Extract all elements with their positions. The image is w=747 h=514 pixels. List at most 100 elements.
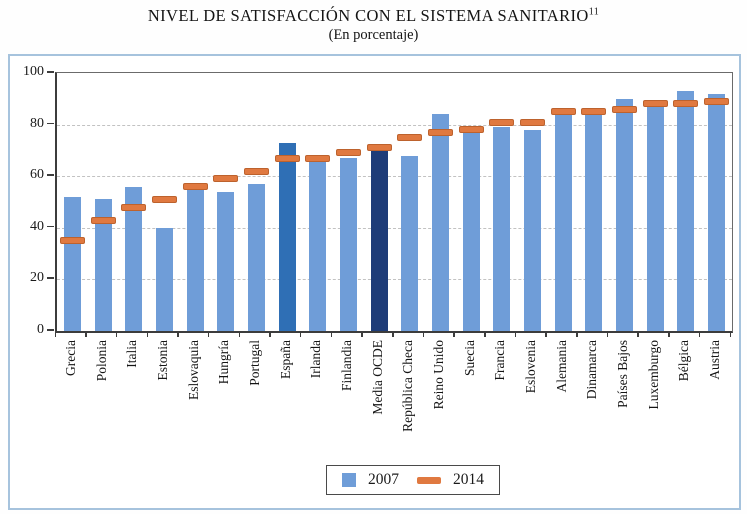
dash-2014-Hungría xyxy=(213,175,239,183)
bar-2007-Luxemburgo xyxy=(646,101,664,331)
dash-2014-Eslovenia xyxy=(520,118,546,126)
x-axis-tick xyxy=(207,331,210,337)
dash-2014-Bélgica xyxy=(673,100,699,108)
chart-title: NIVEL DE SATISFACCIÓN CON EL SISTEMA SAN… xyxy=(0,6,747,26)
chart-title-text: NIVEL DE SATISFACCIÓN CON EL SISTEMA SAN… xyxy=(147,6,589,25)
x-axis-label-Reino Unido: Reino Unido xyxy=(431,340,447,410)
dash-2014-Luxemburgo xyxy=(642,100,668,108)
x-axis-tick xyxy=(115,331,118,337)
x-axis-tick xyxy=(85,331,87,337)
x-axis-tick xyxy=(545,331,547,337)
legend-2014-label: 2014 xyxy=(453,471,484,488)
y-axis-tick-60 xyxy=(47,174,54,176)
chart-subtitle: (En porcentaje) xyxy=(328,27,419,43)
x-axis-tick xyxy=(146,331,149,337)
x-axis-label-Irlanda: Irlanda xyxy=(308,340,324,379)
x-axis-label-Estonia: Estonia xyxy=(154,340,170,381)
dash-2014-Francia xyxy=(489,118,515,126)
y-axis-tick-100 xyxy=(47,71,54,73)
bar-2007-Reino Unido xyxy=(432,114,450,331)
x-axis-tick xyxy=(177,331,179,337)
bar-2007-Eslovenia xyxy=(524,129,542,331)
x-axis-tick xyxy=(484,331,486,337)
x-axis-tick xyxy=(299,331,302,337)
dash-2014-Estonia xyxy=(151,195,177,203)
y-axis-label-40: 40 xyxy=(30,218,44,234)
x-axis-label-República Checa: República Checa xyxy=(400,340,416,432)
bar-2007-Austria xyxy=(708,93,726,331)
bar-2007-Francia xyxy=(493,127,511,331)
chart-frame: 0 20 40 60 80 100 Grecia Polonia Italia Estonia Es… xyxy=(8,54,741,510)
x-axis-tick xyxy=(514,331,517,337)
dash-2014-Suecia xyxy=(458,126,484,134)
dash-2014-Irlanda xyxy=(305,154,331,162)
legend-2007-label: 2007 xyxy=(368,471,399,488)
x-axis-tick xyxy=(729,331,731,337)
dash-2014-Grecia xyxy=(59,237,85,245)
x-axis-label-Alemania: Alemania xyxy=(553,340,569,393)
x-axis-label-Portugal: Portugal xyxy=(246,340,262,386)
dash-2014-Países Bajos xyxy=(612,105,638,113)
bar-2007-España xyxy=(278,142,296,331)
bar-2007-Portugal xyxy=(247,183,265,331)
x-axis-label-Eslovenia: Eslovenia xyxy=(523,340,539,394)
x-axis-label-Media OCDE: Media OCDE xyxy=(369,340,385,415)
x-axis-label-Dinamarca: Dinamarca xyxy=(584,340,600,400)
dash-2014-Eslovaquia xyxy=(182,183,208,191)
x-axis-label-Polonia: Polonia xyxy=(93,340,109,382)
x-axis-tick xyxy=(698,331,701,337)
dash-2014-Alemania xyxy=(550,108,576,116)
dash-2014-España xyxy=(274,154,300,162)
y-axis-label-80: 80 xyxy=(30,115,44,131)
bar-2007-Alemania xyxy=(554,109,572,331)
dash-2014-República Checa xyxy=(397,134,423,141)
x-axis-label-Grecia: Grecia xyxy=(62,340,78,376)
y-axis-label-60: 60 xyxy=(30,167,44,183)
dash-2014-Dinamarca xyxy=(581,108,607,116)
x-axis-tick xyxy=(576,331,578,337)
chart-title-footnote-ref: 11 xyxy=(588,6,600,18)
y-axis-tick-0 xyxy=(47,329,54,331)
bar-2007-Suecia xyxy=(462,129,480,331)
dash-2014-Reino Unido xyxy=(428,128,454,136)
x-axis-label-Eslovaquia: Eslovaquia xyxy=(185,340,201,400)
dash-2014-Italia xyxy=(121,203,147,211)
bar-2007-Países Bajos xyxy=(616,98,634,331)
bar-2007-República Checa xyxy=(401,155,419,331)
x-axis-label-Hungría: Hungría xyxy=(216,340,232,385)
x-axis-tick xyxy=(637,331,639,337)
dash-2014-Austria xyxy=(704,97,730,105)
x-axis-tick xyxy=(606,331,609,337)
gridline-80 xyxy=(57,124,732,126)
x-axis-tick xyxy=(330,331,333,337)
bar-2007-Bélgica xyxy=(677,91,695,331)
gridline-60 xyxy=(57,176,732,178)
dash-2014-Media OCDE xyxy=(366,144,392,152)
bar-2007-Grecia xyxy=(63,196,81,331)
x-axis-label-Austria: Austria xyxy=(707,340,723,380)
bar-2007-Estonia xyxy=(155,227,173,331)
dash-2014-Portugal xyxy=(243,167,269,175)
x-axis-tick xyxy=(361,331,363,337)
bar-2007-Media OCDE xyxy=(370,145,388,331)
x-axis-label-Francia: Francia xyxy=(492,340,508,381)
x-axis-tick xyxy=(422,331,425,337)
x-axis-label-Bélgica: Bélgica xyxy=(676,340,692,382)
x-axis-tick xyxy=(54,331,56,337)
y-axis-tick-80 xyxy=(47,122,54,125)
bar-2007-Hungría xyxy=(217,191,235,331)
x-axis-label-Luxemburgo: Luxemburgo xyxy=(645,340,661,410)
x-axis-label-Italia: Italia xyxy=(124,340,140,368)
y-axis-tick-40 xyxy=(47,225,54,228)
x-axis-label-Países Bajos: Países Bajos xyxy=(615,340,631,408)
x-axis-tick xyxy=(269,331,271,337)
y-axis-label-100: 100 xyxy=(23,64,44,79)
x-axis-tick xyxy=(668,331,670,337)
legend: 2007 2014 xyxy=(326,465,500,495)
x-axis-tick xyxy=(453,331,455,337)
dash-2014-Polonia xyxy=(90,216,116,224)
bar-2007-Italia xyxy=(125,186,143,331)
bar-2007-Irlanda xyxy=(309,160,327,331)
x-axis-tick xyxy=(238,331,241,337)
